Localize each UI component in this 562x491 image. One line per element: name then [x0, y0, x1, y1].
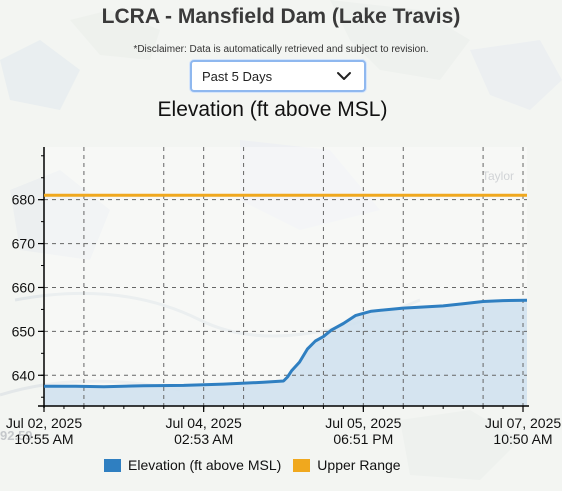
legend-swatch-elevation: [104, 458, 121, 472]
x-tick-time-1: 02:53 AM: [174, 431, 233, 447]
elevation-area-fill: [44, 300, 527, 406]
y-tick-label-1: 650: [12, 323, 36, 339]
map-label-taylor: Taylor: [482, 169, 514, 183]
time-range-select[interactable]: Past 5 Days: [190, 60, 366, 92]
chevron-down-icon: [337, 72, 351, 80]
y-tick-label-2: 660: [12, 279, 36, 295]
disclaimer-text: *Disclaimer: Data is automatically retri…: [133, 44, 429, 55]
chart-title: Elevation (ft above MSL): [157, 98, 388, 121]
legend-item-elevation[interactable]: Elevation (ft above MSL): [104, 457, 281, 473]
y-tick-label-3: 670: [12, 236, 36, 252]
legend-swatch-upper-range: [293, 458, 311, 472]
y-tick-label-0: 640: [12, 367, 36, 383]
map-label-number: 92.59: [0, 428, 33, 443]
x-tick-time-0: 10:55 AM: [14, 431, 73, 447]
x-tick-date-3: Jul 07, 2025: [485, 415, 561, 431]
time-range-value: Past 5 Days: [202, 69, 273, 84]
y-tick-label-4: 680: [12, 192, 36, 208]
legend-label-upper-range: Upper Range: [317, 457, 401, 473]
x-tick-date-2: Jul 05, 2025: [325, 415, 401, 431]
x-tick-time-2: 06:51 PM: [333, 431, 393, 447]
x-tick-time-3: 10:50 AM: [493, 431, 552, 447]
chart-legend: Elevation (ft above MSL) Upper Range: [104, 457, 413, 473]
x-tick-date-1: Jul 04, 2025: [166, 415, 242, 431]
legend-item-upper-range[interactable]: Upper Range: [293, 457, 401, 473]
x-tick-date-0: Jul 02, 2025: [6, 415, 82, 431]
page-title: LCRA - Mansfield Dam (Lake Travis): [101, 5, 461, 28]
legend-label-elevation: Elevation (ft above MSL): [128, 457, 282, 473]
elevation-line[interactable]: [44, 298, 528, 389]
